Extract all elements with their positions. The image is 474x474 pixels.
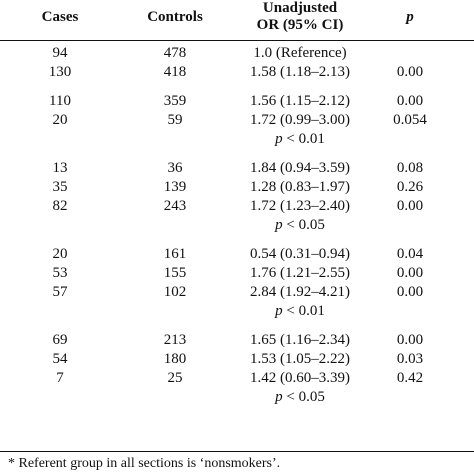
cell-cases: 57 bbox=[52, 284, 68, 300]
header-cases: Cases bbox=[41, 9, 79, 25]
trend-p-threshold: < 0.01 bbox=[282, 131, 325, 147]
trend-p-symbol: p bbox=[275, 389, 283, 405]
cell-p-value: 0.00 bbox=[396, 265, 424, 281]
cell-odds-ratio: 1.76 (1.21–2.55) bbox=[250, 265, 350, 281]
cell-controls: 155 bbox=[163, 265, 187, 281]
cell-controls: 359 bbox=[163, 93, 187, 109]
cell-controls: 102 bbox=[163, 284, 187, 300]
trend-p-symbol: p bbox=[275, 131, 283, 147]
header-odds-ratio: Unadjusted OR (95% CI) bbox=[225, 0, 375, 34]
table-row: 82 243 1.72 (1.23–2.40) 0.00 bbox=[0, 197, 474, 216]
cell-controls: 180 bbox=[163, 351, 187, 367]
table-bottom-rule bbox=[0, 451, 474, 452]
cell-controls: 478 bbox=[163, 45, 187, 61]
cell-odds-ratio: 1.53 (1.05–2.22) bbox=[250, 351, 350, 367]
cell-cases: 7 bbox=[56, 370, 64, 386]
cell-controls: 25 bbox=[167, 370, 183, 386]
cell-controls: 36 bbox=[167, 160, 183, 176]
cell-controls: 213 bbox=[163, 332, 187, 348]
table-row: 94 478 1.0 (Reference) bbox=[0, 44, 474, 63]
cell-odds-ratio: 1.0 (Reference) bbox=[253, 45, 347, 61]
header-controls: Controls bbox=[147, 9, 203, 25]
cell-p-value: 0.00 bbox=[396, 93, 424, 109]
cell-cases: 110 bbox=[49, 93, 71, 109]
cell-odds-ratio: 1.84 (0.94–3.59) bbox=[250, 160, 350, 176]
trend-p-threshold: < 0.05 bbox=[282, 217, 325, 233]
table-row: 110 359 1.56 (1.15–2.12) 0.00 bbox=[0, 92, 474, 111]
trend-p-value: p < 0.05 bbox=[215, 216, 385, 235]
cell-odds-ratio: 1.72 (1.23–2.40) bbox=[250, 198, 350, 214]
cell-controls: 59 bbox=[167, 112, 183, 128]
cell-cases: 53 bbox=[52, 265, 68, 281]
cell-cases: 35 bbox=[52, 179, 68, 195]
cell-p-value: 0.00 bbox=[396, 284, 424, 300]
cell-odds-ratio: 1.56 (1.15–2.12) bbox=[250, 93, 350, 109]
cell-cases: 94 bbox=[52, 45, 68, 61]
cell-p-value: 0.42 bbox=[396, 370, 424, 386]
cell-cases: 82 bbox=[52, 198, 68, 214]
header-or-line2: OR (95% CI) bbox=[256, 17, 344, 33]
cell-odds-ratio: 1.58 (1.18–2.13) bbox=[250, 64, 350, 80]
table-row: 7 25 1.42 (0.60–3.39) 0.42 bbox=[0, 369, 474, 388]
cell-odds-ratio: 2.84 (1.92–4.21) bbox=[250, 284, 350, 300]
cell-odds-ratio: 1.72 (0.99–3.00) bbox=[250, 112, 350, 128]
table-row: 20 59 1.72 (0.99–3.00) 0.054 bbox=[0, 111, 474, 130]
cell-controls: 243 bbox=[163, 198, 187, 214]
cell-odds-ratio: 1.42 (0.60–3.39) bbox=[250, 370, 350, 386]
header-p: p bbox=[406, 9, 414, 25]
cell-p-value: 0.26 bbox=[396, 179, 424, 195]
trend-p-value: p < 0.01 bbox=[215, 130, 385, 149]
table-row: 57 102 2.84 (1.92–4.21) 0.00 bbox=[0, 283, 474, 302]
cell-odds-ratio: 1.28 (0.83–1.97) bbox=[250, 179, 350, 195]
cell-odds-ratio: 0.54 (0.31–0.94) bbox=[250, 246, 350, 262]
cell-p-value: 0.00 bbox=[396, 332, 424, 348]
table-row: 54 180 1.53 (1.05–2.22) 0.03 bbox=[0, 350, 474, 369]
cell-p-value: 0.03 bbox=[396, 351, 424, 367]
trend-p-symbol: p bbox=[275, 303, 283, 319]
footnote: * Referent group in all sections is ‘non… bbox=[8, 456, 281, 471]
trend-p-value: p < 0.05 bbox=[215, 388, 385, 407]
table-row: 20 161 0.54 (0.31–0.94) 0.04 bbox=[0, 245, 474, 264]
table-row: 130 418 1.58 (1.18–2.13) 0.00 bbox=[0, 63, 474, 82]
cell-controls: 139 bbox=[163, 179, 187, 195]
cell-controls: 418 bbox=[163, 64, 187, 80]
cell-cases: 130 bbox=[48, 64, 72, 80]
trend-p-threshold: < 0.01 bbox=[282, 303, 325, 319]
cell-p-value: 0.08 bbox=[396, 160, 424, 176]
cell-p-value: 0.054 bbox=[393, 112, 427, 128]
cell-p-value: 0.00 bbox=[396, 198, 424, 214]
table-row: 13 36 1.84 (0.94–3.59) 0.08 bbox=[0, 159, 474, 178]
cell-cases: 20 bbox=[52, 246, 68, 262]
table-row: 69 213 1.65 (1.16–2.34) 0.00 bbox=[0, 331, 474, 350]
cell-odds-ratio: 1.65 (1.16–2.34) bbox=[250, 332, 350, 348]
cell-controls: 161 bbox=[163, 246, 187, 262]
cell-p-value: 0.00 bbox=[396, 64, 424, 80]
table-row: 53 155 1.76 (1.21–2.55) 0.00 bbox=[0, 264, 474, 283]
cell-cases: 20 bbox=[52, 112, 68, 128]
cell-cases: 13 bbox=[52, 160, 68, 176]
table-header: Cases Controls Unadjusted OR (95% CI) p bbox=[0, 0, 474, 41]
trend-p-threshold: < 0.05 bbox=[282, 389, 325, 405]
table-row: 35 139 1.28 (0.83–1.97) 0.26 bbox=[0, 178, 474, 197]
header-or-line1: Unadjusted bbox=[262, 0, 338, 16]
cell-cases: 54 bbox=[52, 351, 68, 367]
trend-p-value: p < 0.01 bbox=[215, 302, 385, 321]
cell-p-value: 0.04 bbox=[396, 246, 424, 262]
trend-p-symbol: p bbox=[275, 217, 283, 233]
cell-cases: 69 bbox=[52, 332, 68, 348]
